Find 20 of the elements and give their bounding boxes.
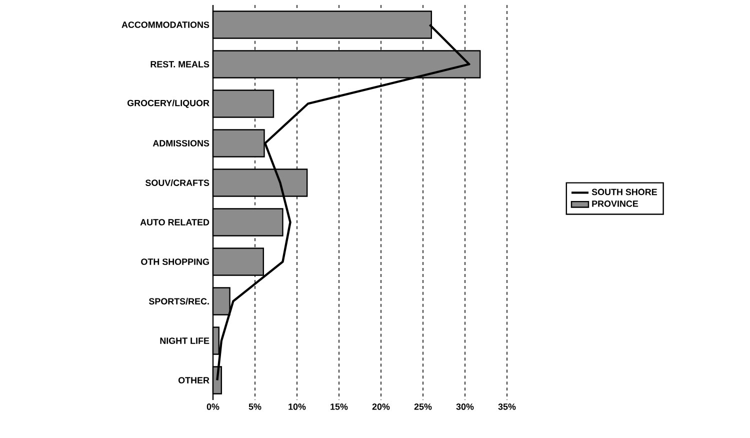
y-tick-label: REST. MEALS xyxy=(150,61,210,68)
y-tick-label: OTH SHOPPING xyxy=(141,258,209,265)
x-tick-label: 5% xyxy=(248,404,262,410)
x-tick-label: 35% xyxy=(498,404,516,410)
y-tick-label: NIGHT LIFE xyxy=(160,338,210,344)
y-tick-label: AUTO RELATED xyxy=(140,219,210,226)
y-tick-label: ADMISSIONS xyxy=(152,140,210,146)
x-tick-label: 10% xyxy=(288,404,306,410)
y-tick-label: SOUV/CRAFTS xyxy=(145,179,210,186)
legend-label: PROVINCE xyxy=(592,200,638,207)
legend-label: SOUTH SHORE xyxy=(592,188,657,196)
y-tick-label: GROCERY/LIQUOR xyxy=(127,100,210,108)
y-tick-label: OTHER xyxy=(178,377,210,384)
x-tick-label: 0% xyxy=(206,404,220,410)
y-tick-label: ACCOMMODATIONS xyxy=(122,22,210,28)
x-tick-label: 30% xyxy=(456,404,474,410)
x-tick-label: 15% xyxy=(330,404,348,410)
x-tick-label: 20% xyxy=(372,404,390,410)
y-tick-label: SPORTS/REC. xyxy=(148,298,209,305)
x-tick-label: 25% xyxy=(414,404,432,410)
